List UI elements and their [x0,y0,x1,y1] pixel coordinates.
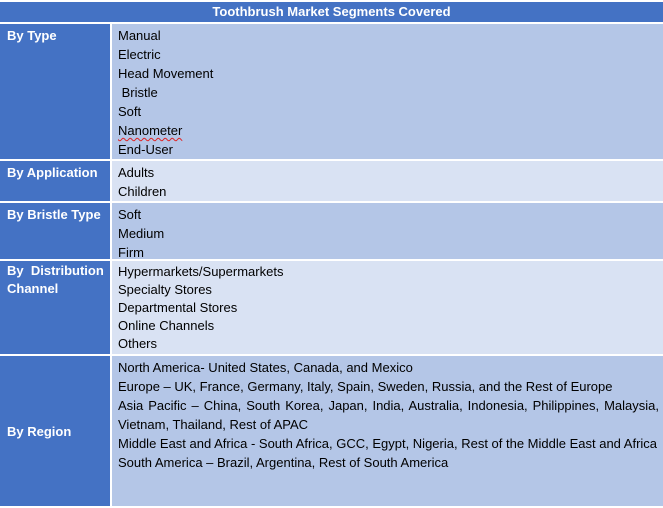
list-item: North America- United States, Canada, an… [118,360,413,375]
list-item: Soft [118,207,142,222]
list-item: Specialty Stores [118,282,212,297]
list-item: Bristle [118,85,158,100]
list-item: Adults [118,165,155,180]
table-row-type: By Type Manual Electric Head Movement Br… [0,24,663,161]
list-item: Medium [118,226,165,241]
row-label: By Distribution Channel [0,261,112,354]
row-values: Manual Electric Head Movement Bristle So… [112,24,663,159]
list-item: Children [118,184,167,199]
list-item: Europe – UK, France, Germany, Italy, Spa… [118,379,613,394]
row-values: Soft Medium Firm [112,203,663,260]
table-row-distribution-channel: By Distribution Channel Hypermarkets/Sup… [0,261,663,356]
list-item: Soft [118,104,142,119]
row-values: North America- United States, Canada, an… [112,356,663,506]
list-item: Nanometer [118,123,183,138]
table-row-bristle-type: By Bristle Type Soft Medium Firm [0,203,663,261]
list-item: Electric [118,47,161,62]
list-item: Departmental Stores [118,300,238,315]
row-label: By Application [0,161,112,201]
table-row-application: By Application Adults Children [0,161,663,203]
table-title: Toothbrush Market Segments Covered [0,2,663,24]
row-label: By Type [0,24,112,159]
list-item: Firm [118,245,144,260]
list-item: Online Channels [118,318,215,333]
list-item: Manual [118,28,161,43]
list-item: Middle East and Africa - South Africa, G… [118,436,658,451]
list-item: Others [118,336,158,351]
row-values: Hypermarkets/Supermarkets Specialty Stor… [112,261,663,354]
row-label: By Region [0,356,112,506]
list-item: South America – Brazil, Argentina, Rest … [118,455,449,470]
row-values: Adults Children [112,161,663,201]
list-item: End-User [118,142,173,157]
list-item: Head Movement [118,66,214,81]
list-item: Asia Pacific – China, South Korea, Japan… [118,398,659,432]
row-label: By Bristle Type [0,203,112,259]
table-row-region: By Region North America- United States, … [0,356,663,508]
list-item: Hypermarkets/Supermarkets [118,264,284,279]
